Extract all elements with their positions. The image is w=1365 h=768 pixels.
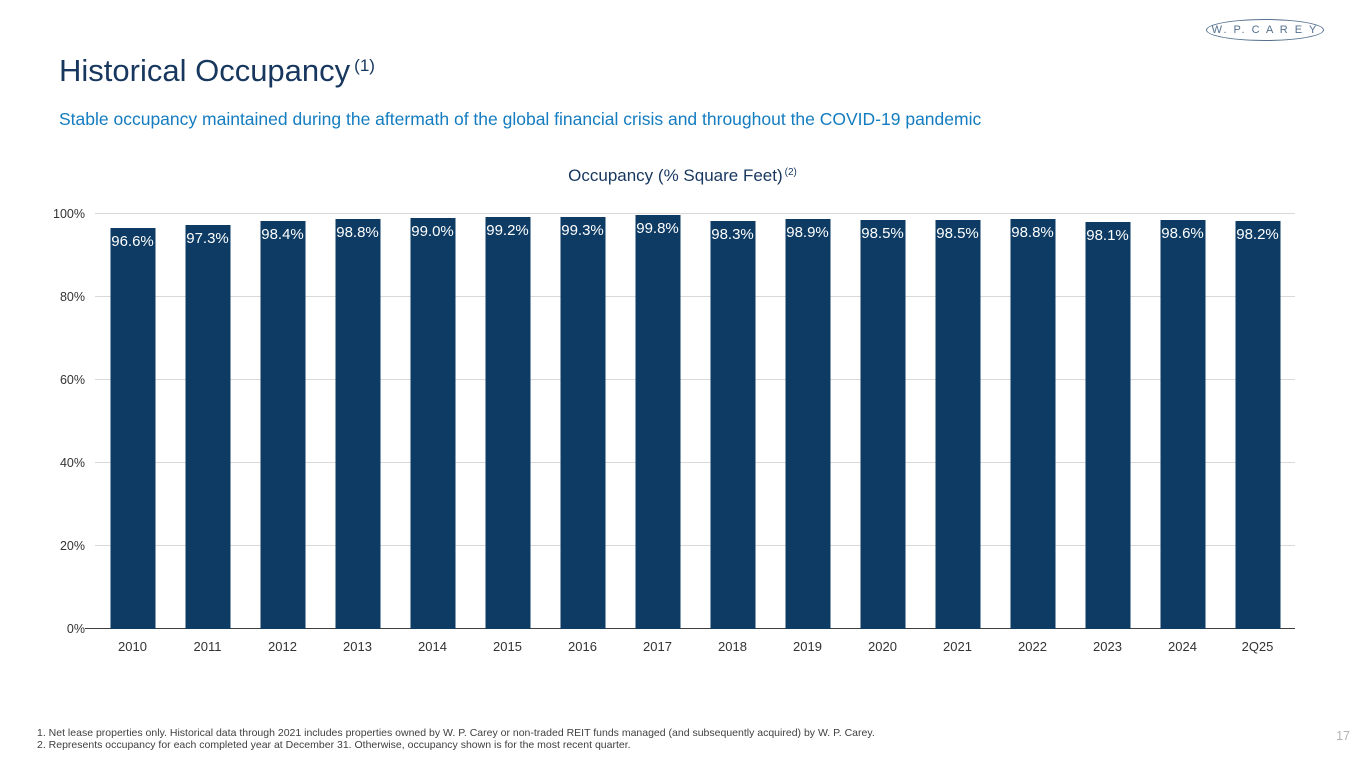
- bar-slot-2014: 99.0%: [395, 214, 470, 629]
- page-subtitle: Stable occupancy maintained during the a…: [59, 109, 982, 129]
- bar-slot-2022: 98.8%: [995, 214, 1070, 629]
- bar-2022: 98.8%: [1010, 218, 1055, 629]
- bar-slot-2012: 98.4%: [245, 214, 320, 629]
- bar-2020: 98.5%: [860, 220, 905, 629]
- y-tick-label-20%: 20%: [59, 539, 85, 553]
- x-tick-label-2016: 2016: [568, 639, 597, 654]
- bar-2016: 99.3%: [560, 216, 605, 629]
- y-tick-label-60%: 60%: [59, 373, 85, 387]
- x-tick-label-2010: 2010: [118, 639, 147, 654]
- bar-slot-2018: 98.3%: [695, 214, 770, 629]
- bar-2010: 96.6%: [110, 228, 155, 629]
- x-tick-label-2011: 2011: [193, 639, 222, 654]
- bar-value-label-2013: 98.8%: [336, 223, 379, 241]
- x-tick-label-2018: 2018: [718, 639, 747, 654]
- bar-2019: 98.9%: [785, 218, 830, 629]
- bar-2015: 99.2%: [485, 217, 530, 629]
- bar-2023: 98.1%: [1085, 221, 1130, 629]
- page-title: Historical Occupancy (1): [59, 53, 375, 89]
- bar-2014: 99.0%: [410, 218, 455, 629]
- y-tick-label-100%: 100%: [53, 207, 85, 221]
- chart-title: Occupancy (% Square Feet) (2): [0, 166, 1365, 186]
- bar-slot-2016: 99.3%: [545, 214, 620, 629]
- bar-value-label-2010: 96.6%: [111, 233, 154, 251]
- chart-title-text: Occupancy (% Square Feet): [568, 166, 783, 185]
- bar-value-label-2Q25: 98.2%: [1236, 226, 1279, 244]
- x-axis-labels: 2010 2011 2012 2013 2014 2015 2016 2017 2018 2019…: [95, 639, 1295, 654]
- bar-2013: 98.8%: [335, 218, 380, 629]
- y-tick-label-40%: 40%: [59, 456, 85, 470]
- bar-value-label-2011: 97.3%: [186, 230, 229, 248]
- occupancy-bar-chart: 0% 20% 40% 60% 80% 100% 96.6% 97.3% 98.4% 98.8% 9…: [53, 208, 1295, 654]
- x-tick-label-2022: 2022: [1018, 639, 1047, 654]
- x-axis-line: [85, 627, 1295, 629]
- chart-bars: 96.6% 97.3% 98.4% 98.8% 99.0% 99.2% 99.3% 99.8%…: [95, 214, 1295, 629]
- bar-slot-2019: 98.9%: [770, 214, 845, 629]
- x-tick-label-2015: 2015: [493, 639, 522, 654]
- x-tick-label-2013: 2013: [343, 639, 372, 654]
- bar-slot-2013: 98.8%: [320, 214, 395, 629]
- bar-value-label-2020: 98.5%: [861, 225, 904, 243]
- bar-value-label-2012: 98.4%: [261, 225, 304, 243]
- bar-slot-2017: 99.8%: [620, 214, 695, 629]
- bar-value-label-2024: 98.6%: [1161, 224, 1204, 242]
- bar-value-label-2023: 98.1%: [1086, 226, 1129, 244]
- footnote-1: 1. Net lease properties only. Historical…: [37, 727, 875, 739]
- footnotes: 1. Net lease properties only. Historical…: [37, 727, 875, 751]
- title-footnote-marker: (1): [354, 56, 375, 75]
- bar-value-label-2022: 98.8%: [1011, 223, 1054, 241]
- bar-value-label-2014: 99.0%: [411, 223, 454, 241]
- bar-2Q25: 98.2%: [1235, 221, 1280, 629]
- gridline-20%: [95, 545, 1295, 546]
- bar-2018: 98.3%: [710, 221, 755, 629]
- footnote-2: 2. Represents occupancy for each complet…: [37, 739, 631, 751]
- x-tick-label-2014: 2014: [418, 639, 447, 654]
- bar-2021: 98.5%: [935, 220, 980, 629]
- bar-2024: 98.6%: [1160, 219, 1205, 629]
- gridline-100%: [95, 213, 1295, 214]
- x-tick-label-2019: 2019: [793, 639, 822, 654]
- bar-2012: 98.4%: [260, 220, 305, 629]
- bar-2017: 99.8%: [635, 214, 680, 629]
- bar-slot-2020: 98.5%: [845, 214, 920, 629]
- bar-2011: 97.3%: [185, 225, 230, 629]
- gridline-80%: [95, 296, 1295, 297]
- chart-title-footnote-marker: (2): [784, 167, 797, 178]
- gridline-40%: [95, 462, 1295, 463]
- x-tick-label-2017: 2017: [643, 639, 672, 654]
- x-tick-label-2Q25: 2Q25: [1241, 639, 1274, 654]
- bar-slot-2023: 98.1%: [1070, 214, 1145, 629]
- gridline-60%: [95, 379, 1295, 380]
- x-tick-label-2024: 2024: [1168, 639, 1197, 654]
- wp-carey-logo-text: W. P. C A R E Y: [1211, 24, 1319, 36]
- x-tick-label-2021: 2021: [943, 639, 972, 654]
- bar-slot-2Q25: 98.2%: [1220, 214, 1295, 629]
- x-tick-label-2020: 2020: [868, 639, 897, 654]
- bar-value-label-2019: 98.9%: [786, 223, 829, 241]
- bar-slot-2011: 97.3%: [170, 214, 245, 629]
- x-tick-label-2012: 2012: [268, 639, 297, 654]
- bar-slot-2015: 99.2%: [470, 214, 545, 629]
- bar-value-label-2021: 98.5%: [936, 225, 979, 243]
- bar-value-label-2017: 99.8%: [636, 219, 679, 237]
- page-title-text: Historical Occupancy: [59, 53, 351, 88]
- bar-slot-2024: 98.6%: [1145, 214, 1220, 629]
- bar-value-label-2018: 98.3%: [711, 226, 754, 244]
- bar-slot-2021: 98.5%: [920, 214, 995, 629]
- wp-carey-logo: W. P. C A R E Y: [1206, 19, 1324, 41]
- x-tick-label-2023: 2023: [1093, 639, 1122, 654]
- bar-slot-2010: 96.6%: [95, 214, 170, 629]
- y-tick-label-80%: 80%: [59, 290, 85, 304]
- page-number: 17: [1336, 729, 1350, 743]
- bar-value-label-2015: 99.2%: [486, 222, 529, 240]
- bar-value-label-2016: 99.3%: [561, 221, 604, 239]
- y-tick-label-0%: 0%: [66, 622, 85, 636]
